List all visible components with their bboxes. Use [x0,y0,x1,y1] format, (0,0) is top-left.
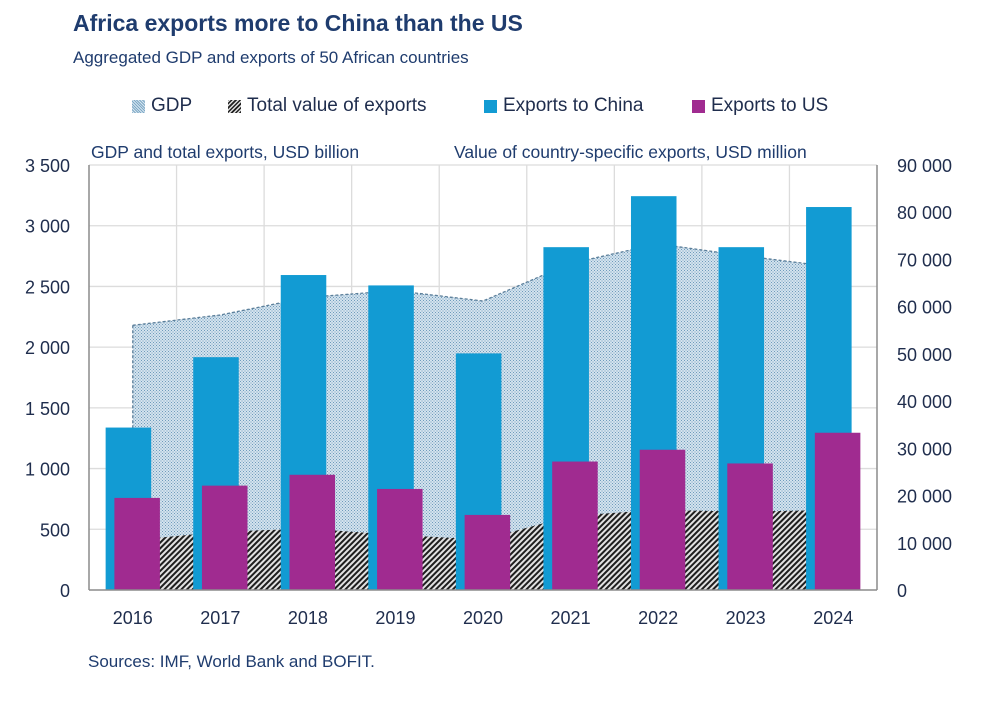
x-tick-label: 2019 [375,608,415,628]
bar-us-2022 [639,449,686,590]
bar-us-2018 [289,474,336,590]
x-tick-label: 2024 [813,608,853,628]
bar-us-2019 [377,488,423,590]
legend-item-us: Exports to US [692,95,828,117]
right-tick-label: 30 000 [897,439,952,459]
left-tick-label: 2 500 [25,277,70,297]
legend-swatch-china [484,99,497,113]
source-note: Sources: IMF, World Bank and BOFIT. [88,652,375,671]
legend-label-china: Exports to China [503,95,644,116]
x-tick-label: 2016 [113,608,153,628]
right-tick-label: 10 000 [897,534,952,554]
bar-us-2021 [552,461,598,590]
right-tick-label: 80 000 [897,203,952,223]
bar-us-2016 [114,497,160,590]
chart-title: Africa exports more to China than the US [73,10,523,36]
legend-item-china: Exports to China [484,95,643,117]
right-tick-label: 0 [897,581,907,601]
tick-labels: 0 500 1 000 1 500 2 000 2 500 3 000 3 500 0 10 00… [25,156,952,628]
bar-us-2020 [464,514,511,590]
legend-item-total-exports: Total value of exports [228,95,427,117]
left-tick-label: 2 000 [25,338,70,358]
x-tick-label: 2020 [463,608,503,628]
bar-us-2024 [814,432,861,590]
x-tick-label: 2023 [726,608,766,628]
legend-swatch-total-exports [228,99,241,113]
legend: GDP Total value of exports Exports to Ch… [0,95,1000,121]
left-tick-label: 1 500 [25,399,70,419]
x-tick-label: 2018 [288,608,328,628]
left-tick-label: 3 000 [25,217,70,237]
legend-item-gdp: GDP [132,95,192,117]
legend-label-total-exports: Total value of exports [247,95,427,116]
right-tick-label: 90 000 [897,156,952,176]
bar-us-2023 [727,463,773,590]
right-tick-label: 70 000 [897,250,952,270]
axes [88,165,878,591]
left-tick-label: 1 000 [25,460,70,480]
bar-series [105,196,861,590]
left-axis-title: GDP and total exports, USD billion [91,142,360,162]
legend-label-us: Exports to US [711,95,829,116]
left-tick-label: 3 500 [25,156,70,176]
right-tick-label: 20 000 [897,487,952,507]
right-tick-label: 40 000 [897,392,952,412]
left-tick-label: 0 [60,581,70,601]
legend-label-gdp: GDP [151,95,193,116]
right-axis-title: Value of country-specific exports, USD m… [454,142,807,162]
x-tick-label: 2021 [551,608,591,628]
chart-subtitle: Aggregated GDP and exports of 50 African… [73,48,469,67]
right-tick-label: 60 000 [897,298,952,318]
bar-us-2017 [201,485,248,590]
legend-swatch-us [692,99,705,113]
right-tick-label: 50 000 [897,345,952,365]
left-tick-label: 500 [40,520,70,540]
x-tick-label: 2022 [638,608,678,628]
x-tick-label: 2017 [200,608,240,628]
legend-swatch-gdp [132,99,145,113]
